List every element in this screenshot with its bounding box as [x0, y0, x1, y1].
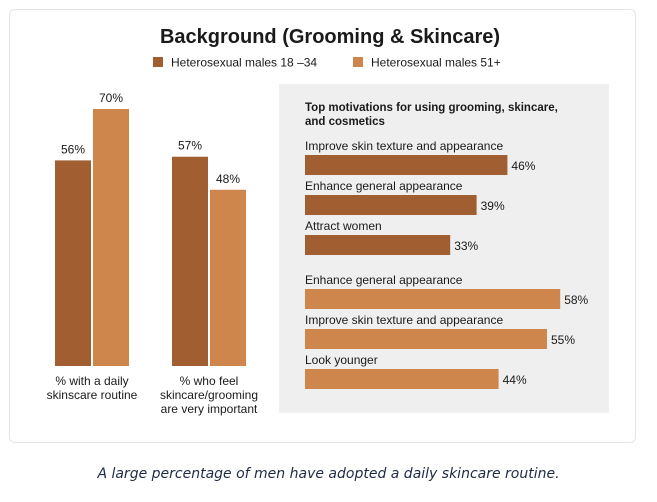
motivation-value-label: 55% — [551, 333, 575, 347]
motivation-value-label: 46% — [511, 159, 535, 173]
legend-swatch-light — [353, 57, 363, 67]
motivation-label: Improve skin texture and appearance — [305, 139, 503, 153]
motivation-label: Look younger — [305, 353, 378, 367]
caption: A large percentage of men have adopted a… — [97, 466, 560, 482]
category-label: % with a daily — [55, 374, 128, 388]
legend-swatch-dark — [153, 57, 163, 67]
category-label: skincare/grooming — [160, 388, 258, 402]
column-value-label: 48% — [216, 172, 240, 186]
column-value-label: 57% — [178, 139, 202, 153]
category-label: % who feel — [180, 374, 239, 388]
motivation-label: Attract women — [305, 219, 382, 233]
motivation-bar — [305, 235, 451, 255]
column-bar — [93, 109, 129, 366]
motivation-value-label: 39% — [481, 199, 505, 213]
motivation-bar — [305, 369, 499, 389]
motivation-bar — [305, 155, 508, 175]
motivation-value-label: 33% — [454, 239, 478, 253]
motivation-label: Enhance general appearance — [305, 179, 463, 193]
column-value-label: 70% — [99, 91, 123, 105]
motivation-label: Enhance general appearance — [305, 273, 463, 287]
legend: Heterosexual males 18 –34 Heterosexual m… — [153, 56, 501, 70]
legend-label-dark: Heterosexual males 18 –34 — [171, 56, 317, 70]
column-value-label: 56% — [61, 142, 85, 156]
motivation-value-label: 58% — [564, 293, 588, 307]
motivations-chart: Top motivations for using grooming, skin… — [305, 102, 589, 389]
panel-title-line-1: Top motivations for using grooming, skin… — [305, 102, 558, 114]
motivation-bar — [305, 329, 547, 349]
category-label: skinscare routine — [47, 388, 138, 402]
panel-title-line-2: and cosmetics — [305, 116, 385, 128]
column-bar — [55, 160, 91, 366]
legend-label-light: Heterosexual males 51+ — [371, 56, 501, 70]
category-label: are very important — [161, 402, 258, 416]
motivation-label: Improve skin texture and appearance — [305, 313, 503, 327]
column-bar — [172, 156, 208, 366]
chart-svg: Background (Grooming & Skincare) Heteros… — [47, 26, 609, 416]
motivation-bar — [305, 289, 561, 309]
chart-title: Background (Grooming & Skincare) — [160, 26, 500, 48]
column-bar — [210, 189, 246, 366]
motivation-bar — [305, 195, 477, 215]
chart-card: Background (Grooming & Skincare) Heteros… — [9, 9, 636, 443]
motivation-value-label: 44% — [503, 373, 527, 387]
